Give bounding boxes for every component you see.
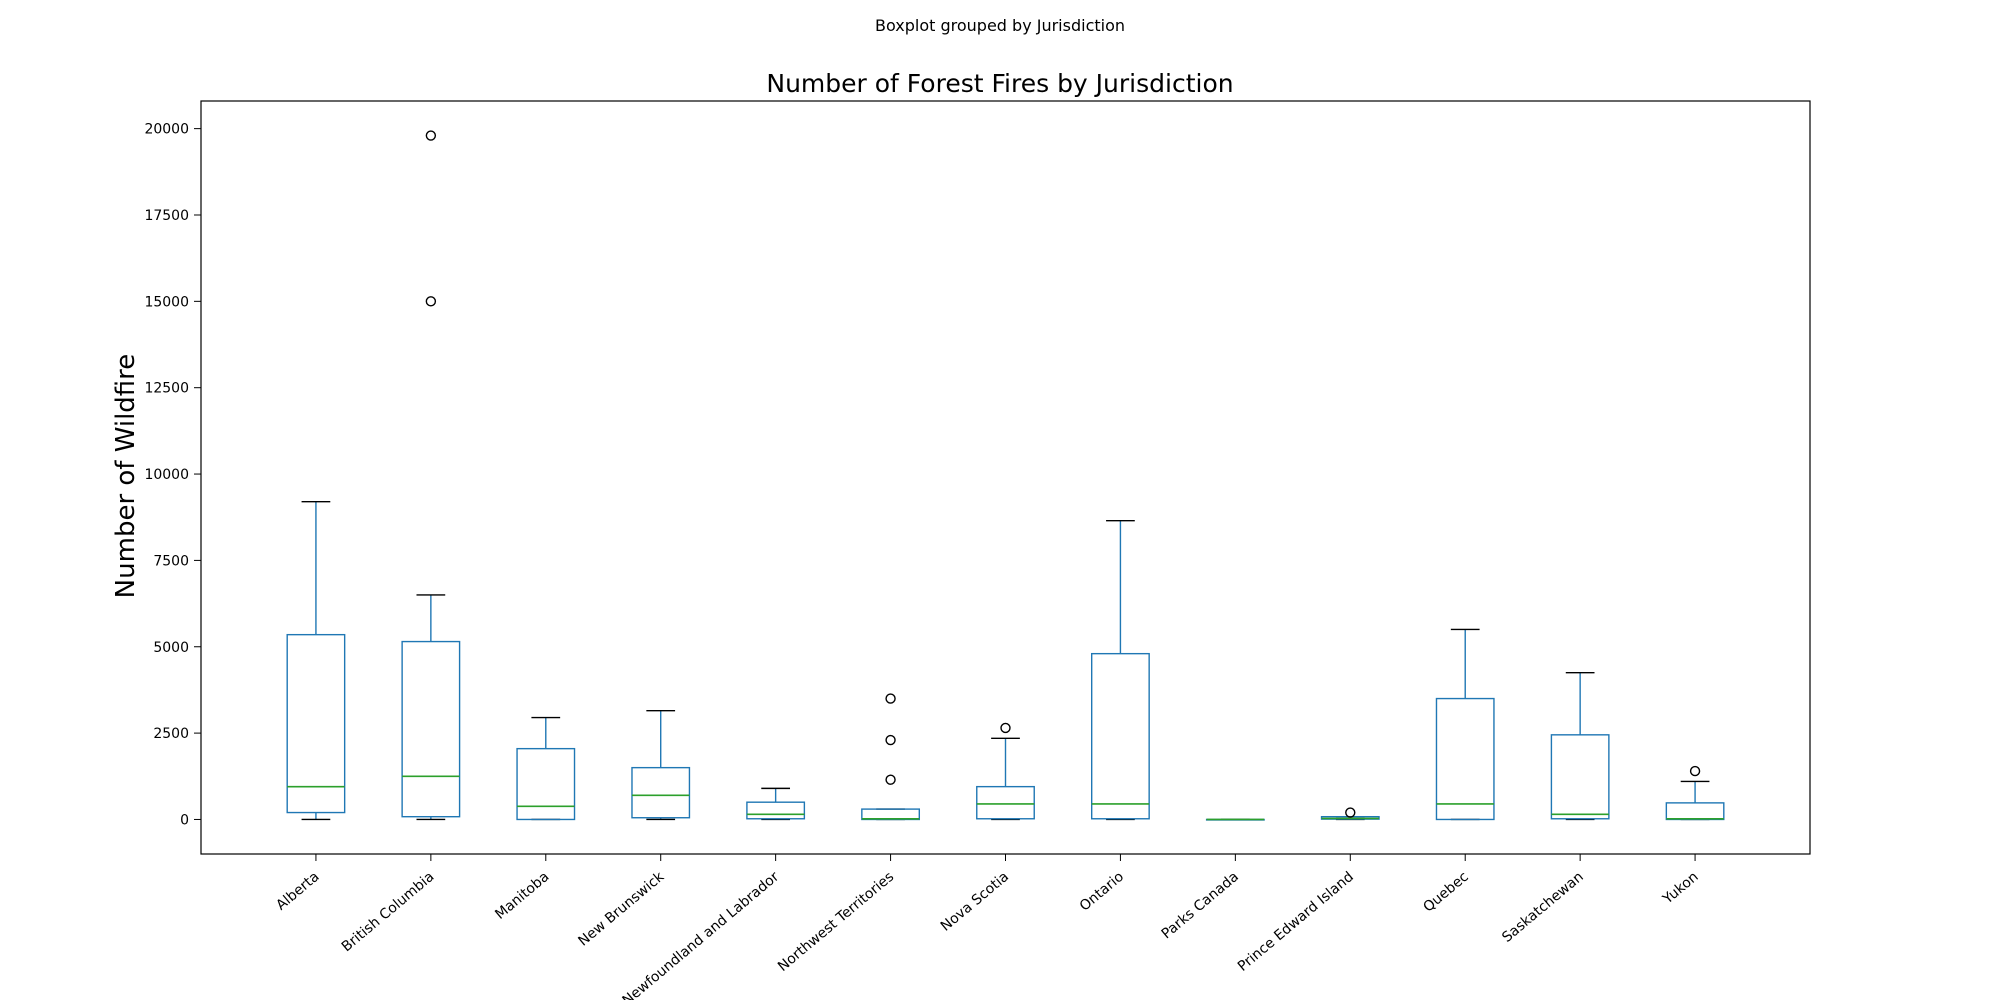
outlier-point	[1345, 807, 1356, 818]
x-tick-label: Northwest Territories	[775, 869, 897, 975]
box-group	[1665, 765, 1725, 821]
box-group	[631, 709, 691, 821]
box	[976, 785, 1035, 820]
x-tick-label: Yukon	[1659, 869, 1701, 908]
chart-title: Number of Forest Fires by Jurisdiction	[766, 69, 1233, 98]
y-axis-label: Number of Wildfire	[111, 354, 141, 599]
y-tick-label: 15000	[144, 294, 189, 310]
y-tick-label: 20000	[144, 122, 189, 138]
box-group	[861, 693, 921, 821]
x-tick-label: Parks Canada	[1159, 869, 1242, 943]
box	[1435, 697, 1495, 821]
box-group	[1435, 628, 1495, 821]
axes-frame	[200, 100, 1811, 855]
box-group	[746, 787, 806, 821]
outlier-point	[1000, 722, 1011, 734]
box	[861, 808, 921, 821]
outlier-point	[425, 130, 437, 141]
x-tick-label: Manitoba	[492, 869, 552, 923]
x-tick-label: British Columbia	[339, 869, 438, 955]
y-axis: 0 2500 5000 7500 10000 12500 15000 17500 20000	[144, 122, 201, 828]
x-tick-label: Quebec	[1420, 869, 1471, 916]
box	[401, 640, 461, 818]
box	[516, 747, 576, 821]
box-group	[1205, 818, 1265, 821]
x-tick-label: Nova Scotia	[938, 869, 1012, 935]
box	[746, 801, 806, 820]
outlier-point	[885, 734, 896, 746]
box	[1090, 652, 1150, 820]
box	[1665, 802, 1725, 821]
box-group	[1090, 519, 1150, 821]
box-group	[286, 500, 346, 821]
y-tick-label: 10000	[144, 467, 189, 483]
outlier-point	[885, 693, 896, 704]
box-group	[1320, 807, 1380, 821]
outlier-point	[425, 296, 437, 307]
y-tick-label: 5000	[153, 640, 189, 656]
x-tick-label: New Brunswick	[575, 868, 668, 949]
x-tick-label: Alberta	[273, 869, 322, 914]
x-tick-label: Ontario	[1077, 869, 1127, 915]
plot-area	[286, 130, 1725, 821]
box-group	[401, 130, 461, 821]
y-tick-label: 0	[180, 812, 189, 828]
x-tick-label: Saskatchewan	[1499, 869, 1586, 946]
outlier-point	[885, 774, 896, 785]
chart-suptitle: Boxplot grouped by Jurisdiction	[875, 16, 1125, 35]
box	[286, 633, 346, 814]
y-tick-label: 2500	[153, 726, 189, 742]
box	[1550, 734, 1610, 820]
outlier-point	[1689, 765, 1701, 777]
box-group	[516, 716, 576, 821]
box-group	[1550, 671, 1610, 821]
x-tick-label: Prince Edward Island	[1235, 869, 1357, 975]
y-tick-label: 7500	[153, 553, 189, 569]
box-group	[976, 722, 1035, 821]
box	[631, 766, 691, 819]
x-axis: Alberta British Columbia Manitoba New Bruns…	[273, 854, 1702, 1000]
y-tick-label: 12500	[144, 381, 189, 397]
y-tick-label: 17500	[144, 208, 189, 224]
